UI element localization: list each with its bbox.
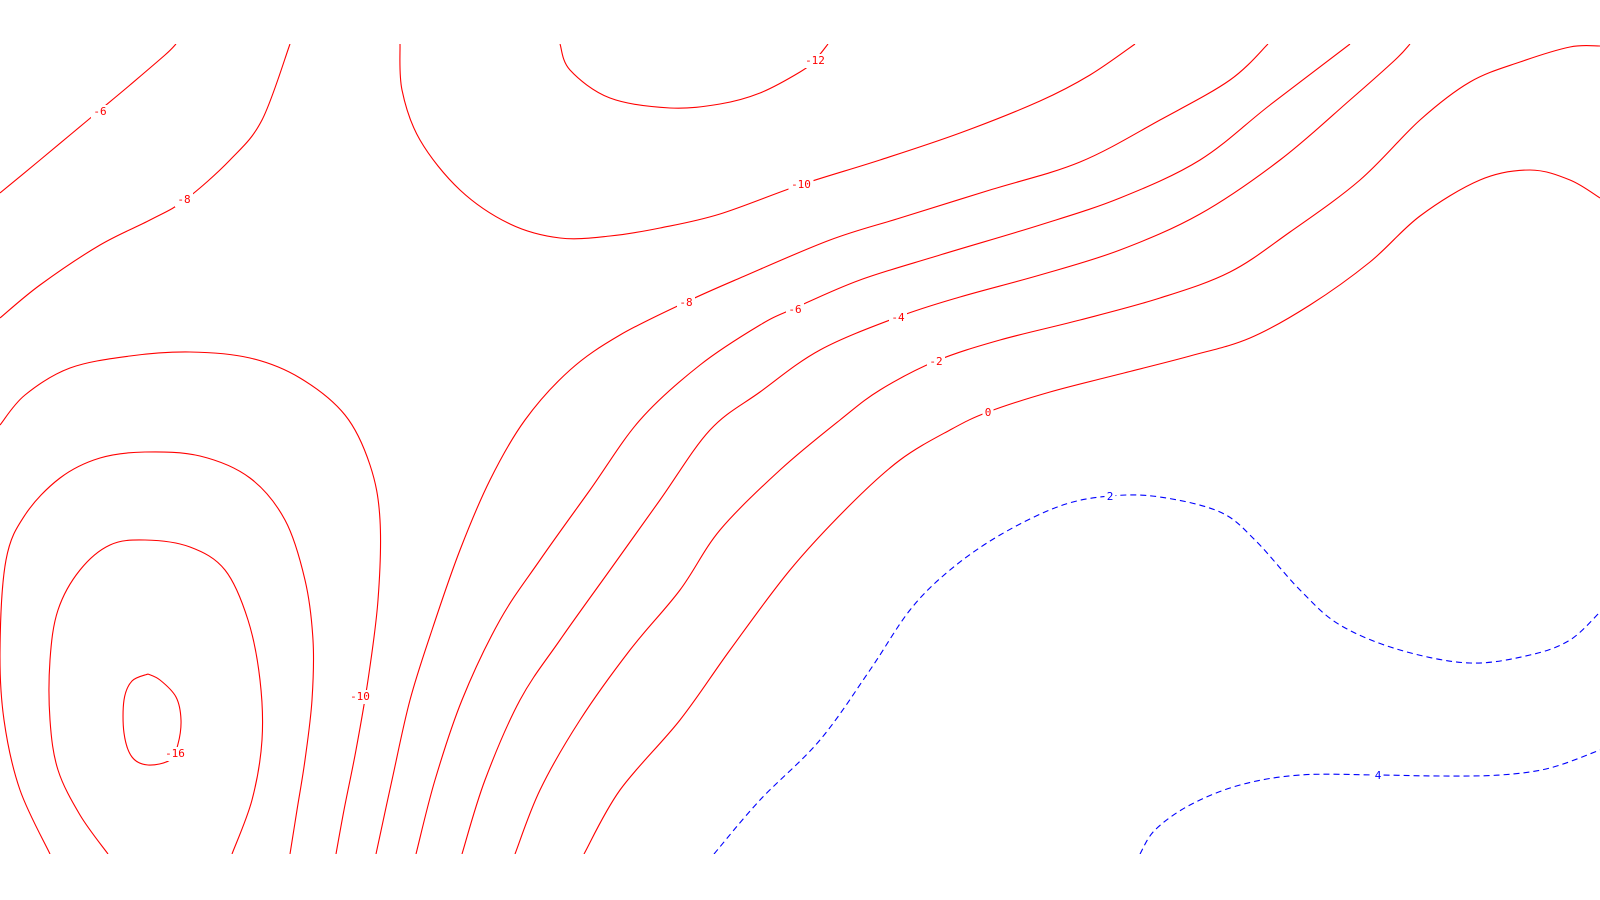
contour-label-bg (91, 105, 109, 119)
contour-label-bg (1104, 490, 1116, 504)
contour-label-bg (347, 690, 373, 704)
contour-line-2 (0, 451, 315, 854)
contour-line-7 (375, 44, 1269, 854)
contour-label: -8 (177, 193, 190, 206)
contour-line-12 (583, 169, 1600, 854)
contour-label: -8 (679, 296, 692, 309)
contour-label-bg (889, 311, 907, 325)
contour-label: 4 (1375, 769, 1382, 782)
contour-line-0 (122, 673, 182, 766)
contour-label: -10 (350, 690, 370, 703)
contour-line-9 (415, 44, 1351, 854)
contour-line-5 (399, 44, 1136, 240)
contour-line-13 (713, 494, 1600, 854)
contour-label-bg (162, 747, 188, 761)
contour-line-11 (514, 44, 1600, 854)
contour-label: -16 (165, 747, 185, 760)
contour-label: 0 (985, 406, 992, 419)
contour-label: -6 (93, 105, 106, 118)
contour-label: -10 (791, 178, 811, 191)
contour-label-bg (175, 193, 193, 207)
contour-label: -4 (891, 311, 905, 324)
contour-label: -12 (805, 54, 825, 67)
contour-label: -6 (788, 303, 801, 316)
contour-label-bg (1372, 769, 1384, 783)
contour-line-14 (1139, 749, 1600, 854)
contour-label-bg (802, 54, 828, 68)
contour-label-bg (927, 355, 945, 369)
contour-label-bg (677, 296, 695, 310)
contour-label-bg (786, 303, 804, 317)
contour-line-1 (48, 539, 264, 854)
contour-line-10 (461, 44, 1411, 854)
contour-label-bg (788, 178, 814, 192)
contour-label-bg (982, 406, 994, 420)
contour-line-8 (0, 44, 177, 194)
contour-label: 2 (1107, 490, 1114, 503)
contour-line-6 (0, 44, 291, 319)
contour-line-4 (559, 44, 829, 109)
contour-line-3 (0, 351, 382, 854)
contour-label: -2 (929, 355, 942, 368)
